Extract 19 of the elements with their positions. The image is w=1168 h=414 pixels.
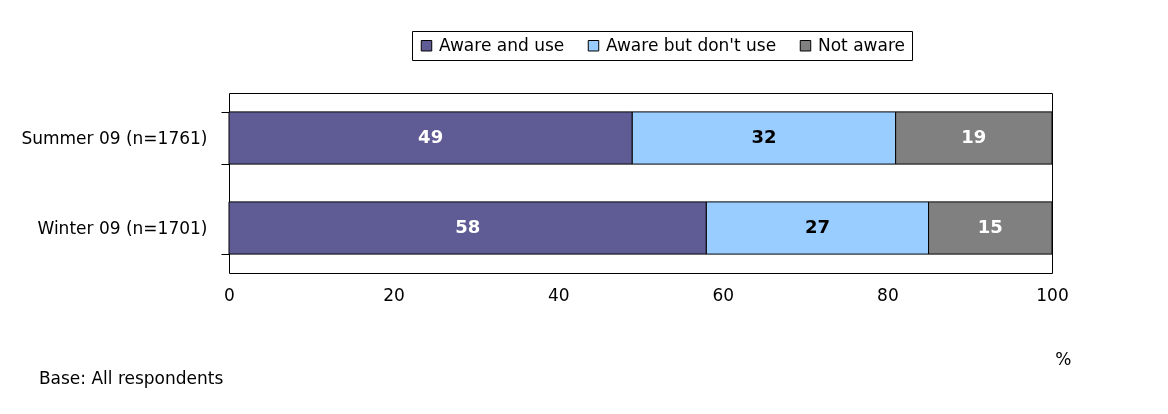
legend-label: Aware and use (439, 34, 565, 55)
x-axis-title: % (1055, 348, 1072, 369)
data-label: 32 (751, 126, 777, 147)
legend-label: Not aware (818, 34, 906, 55)
data-label: 19 (961, 126, 987, 147)
data-label: 49 (418, 126, 444, 147)
x-tick-label: 0 (224, 284, 235, 305)
data-label: 58 (455, 216, 481, 237)
data-label: 15 (977, 216, 1003, 237)
data-label: 27 (804, 216, 830, 237)
y-tick-label: Winter 09 (n=1701) (37, 217, 208, 238)
legend-label: Aware but don't use (606, 34, 777, 55)
y-tick-label: Summer 09 (n=1761) (21, 127, 208, 148)
x-tick-label: 20 (383, 284, 405, 305)
text: Base: All respondents (38, 368, 224, 388)
x-tick-label: 80 (877, 284, 899, 305)
x-tick-label: 100 (1036, 284, 1069, 305)
x-tick-label: 60 (712, 284, 735, 305)
x-tick-label: 40 (547, 284, 570, 305)
